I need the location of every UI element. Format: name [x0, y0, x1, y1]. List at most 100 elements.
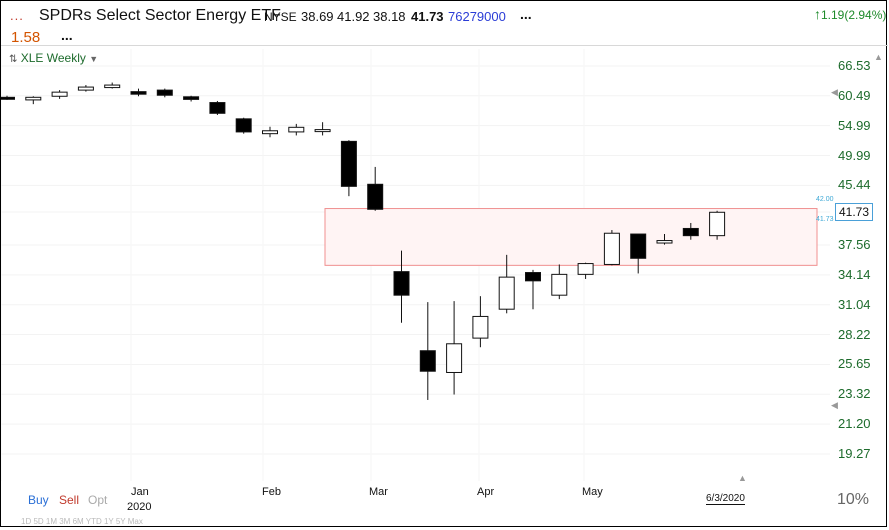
candle-body — [682, 227, 699, 237]
candle — [393, 250, 410, 323]
candle — [235, 117, 252, 134]
option-button[interactable]: Opt — [88, 493, 108, 507]
band-bottom-value: 41.73 — [816, 216, 834, 223]
candle — [472, 296, 489, 348]
axis-tick-label: 28.22 — [838, 326, 871, 342]
candle-body — [104, 84, 121, 89]
symbol-title: SPDRs Select Sector Energy ETF — [39, 7, 281, 24]
axis-tick-label: 34.14 — [838, 266, 871, 282]
chevron-down-icon[interactable]: ▼ — [89, 54, 99, 64]
candle — [262, 126, 278, 138]
candle — [498, 254, 515, 314]
candle — [288, 123, 305, 136]
candle-body — [288, 126, 305, 133]
candle — [577, 262, 594, 279]
axis-tick-label: 21.20 — [838, 416, 871, 432]
candle-body — [446, 343, 463, 373]
candle-body — [419, 350, 436, 372]
candle — [630, 233, 647, 274]
candle-body — [709, 211, 726, 237]
candle — [682, 222, 699, 240]
year-label: 2020 — [127, 501, 152, 513]
scroll-top-icon[interactable]: ▲ — [874, 52, 883, 62]
candle — [25, 96, 42, 105]
candle-body — [577, 263, 594, 275]
candle-body — [498, 276, 515, 310]
candle-body — [130, 91, 147, 95]
candle — [340, 140, 357, 197]
expand-axis-icon[interactable]: ◀ — [831, 400, 838, 410]
up-arrow-icon: ↑ — [814, 6, 821, 22]
close-price: 41.73 — [411, 9, 444, 24]
buy-button[interactable]: Buy — [28, 493, 49, 507]
collapse-axis-icon[interactable]: ◀ — [831, 87, 838, 97]
candle-body — [262, 130, 278, 135]
candle — [446, 301, 463, 395]
candle-body — [314, 129, 331, 133]
month-apr: Apr — [477, 486, 495, 498]
candle-body — [235, 118, 252, 133]
axis-tick-label: 66.53 — [838, 58, 871, 73]
candle — [314, 122, 331, 136]
month-feb: Feb — [262, 486, 281, 498]
open-price: 38.69 — [301, 9, 334, 24]
candle — [156, 88, 173, 98]
candle — [603, 230, 620, 266]
month-mar: Mar — [369, 486, 388, 498]
axis-tick-label: 37.56 — [838, 237, 871, 253]
month-jan: Jan — [131, 486, 149, 498]
high-price: 41.92 — [337, 9, 370, 24]
header-dots[interactable]: ... — [10, 8, 24, 23]
candle-body — [472, 315, 489, 339]
month-may: May — [582, 486, 603, 498]
candle-body — [340, 140, 357, 187]
candle — [656, 234, 673, 245]
candle — [183, 95, 200, 102]
chart-icon: ⇅ — [9, 54, 18, 65]
axis-tick-label: 60.49 — [838, 87, 871, 103]
axis-tick-label: 19.27 — [838, 446, 871, 461]
sell-button[interactable]: Sell — [59, 493, 80, 507]
candle — [367, 166, 384, 211]
candle — [709, 210, 726, 240]
candle-body — [209, 102, 226, 114]
axis-tick-label: 49.99 — [838, 147, 871, 163]
candle-body — [551, 273, 568, 296]
header-more-menu[interactable]: ... — [520, 6, 532, 22]
candle-body — [630, 233, 647, 259]
series-legend[interactable]: ⇅ XLE Weekly ▼ — [9, 51, 98, 65]
candle-body — [183, 96, 200, 100]
axis-tick-label: 54.99 — [838, 117, 871, 133]
timeframe-strip[interactable]: 1D 5D 1M 3M 6M YTD 1Y 5Y Max — [21, 517, 143, 526]
candles-group — [1, 82, 726, 400]
candle-body — [656, 240, 673, 244]
candle-body — [77, 86, 94, 91]
candle-body — [525, 272, 541, 282]
change-indicator: ↑1.19(2.94%) — [814, 6, 886, 22]
axis-tick-label: 23.32 — [838, 386, 871, 402]
candle-body — [51, 91, 68, 97]
candle — [209, 100, 226, 115]
scroll-up-icon[interactable]: ▲ — [738, 473, 747, 483]
candle-body — [603, 232, 620, 265]
current-price-label: 41.73 — [835, 203, 873, 221]
candle — [130, 88, 147, 97]
axis-tick-label: 25.65 — [838, 356, 871, 372]
last-more-menu[interactable]: ... — [61, 27, 73, 43]
candle — [419, 302, 436, 400]
candle-body — [367, 183, 384, 210]
candle — [77, 85, 94, 92]
exchange-label: NYSE — [264, 10, 297, 24]
candle — [51, 90, 68, 99]
axis-tick-label: 45.44 — [838, 177, 871, 193]
low-price: 38.18 — [373, 9, 406, 24]
candle — [551, 264, 568, 300]
candle-body — [393, 271, 410, 296]
bottom-percent: 10% — [837, 491, 870, 508]
candle-body — [156, 89, 173, 96]
volume-value: 76279000 — [448, 9, 506, 24]
series-label: XLE Weekly — [20, 51, 86, 65]
header-divider — [1, 45, 888, 46]
